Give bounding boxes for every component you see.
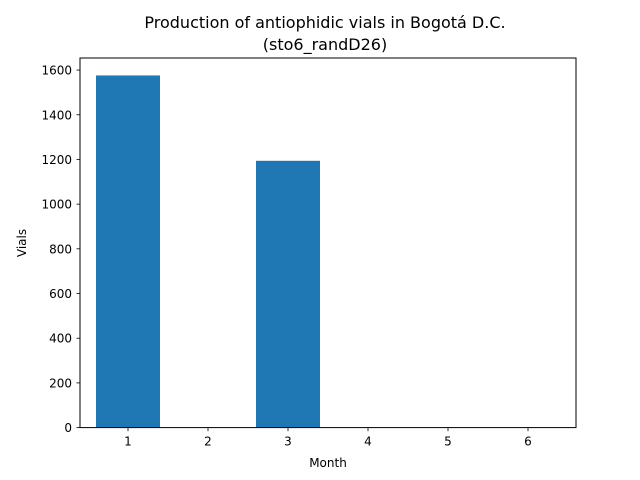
y-tick-label: 0 bbox=[64, 421, 72, 435]
y-tick-label: 800 bbox=[49, 242, 72, 256]
y-tick-label: 200 bbox=[49, 376, 72, 390]
bars bbox=[96, 75, 320, 428]
x-tick-label: 3 bbox=[284, 435, 292, 449]
y-tick-label: 1600 bbox=[41, 64, 72, 78]
chart-subtitle: (sto6_randD26) bbox=[263, 35, 387, 55]
x-tick-label: 1 bbox=[124, 435, 132, 449]
y-tick-label: 400 bbox=[49, 332, 72, 346]
y-axis-label: Vials bbox=[15, 229, 29, 257]
x-tick-label: 5 bbox=[444, 435, 452, 449]
plot-frame bbox=[79, 57, 577, 429]
x-tick-label: 6 bbox=[524, 435, 532, 449]
x-tick-label: 2 bbox=[204, 435, 212, 449]
y-tick-label: 1200 bbox=[41, 153, 72, 167]
x-axis-ticks: 1 2 3 4 5 6 bbox=[124, 427, 532, 449]
bar-month-3 bbox=[256, 160, 320, 428]
y-tick-label: 1000 bbox=[41, 198, 72, 212]
x-axis-label: Month bbox=[309, 456, 347, 470]
bar-month-1 bbox=[96, 75, 160, 428]
x-tick-label: 4 bbox=[364, 435, 372, 449]
y-axis-ticks: 0 200 400 600 800 1000 1200 1400 1600 bbox=[41, 64, 80, 435]
y-tick-label: 600 bbox=[49, 287, 72, 301]
y-tick-label: 1400 bbox=[41, 108, 72, 122]
chart-title: Production of antiophidic vials in Bogot… bbox=[144, 13, 505, 32]
